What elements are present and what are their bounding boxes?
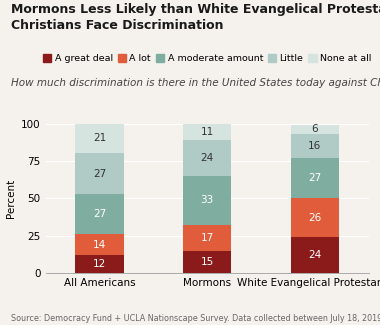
Bar bbox=[183, 176, 231, 225]
Text: 27: 27 bbox=[93, 169, 106, 178]
Bar bbox=[291, 198, 339, 237]
Bar bbox=[75, 234, 124, 255]
Text: 27: 27 bbox=[93, 209, 106, 219]
Bar bbox=[75, 255, 124, 273]
Text: 24: 24 bbox=[201, 153, 214, 163]
Text: Source: Democracy Fund + UCLA Nationscape Survey. Data collected between July 18: Source: Democracy Fund + UCLA Nationscap… bbox=[11, 314, 380, 323]
Text: 6: 6 bbox=[312, 124, 318, 135]
Text: 12: 12 bbox=[93, 259, 106, 269]
Text: How much discrimination is there in the United States today against Christians?: How much discrimination is there in the … bbox=[11, 78, 380, 88]
Text: 33: 33 bbox=[201, 196, 214, 205]
Bar bbox=[291, 125, 339, 134]
Bar bbox=[291, 134, 339, 158]
Text: 27: 27 bbox=[308, 173, 321, 183]
Bar bbox=[291, 158, 339, 198]
Text: 16: 16 bbox=[308, 141, 321, 151]
Text: 11: 11 bbox=[201, 127, 214, 137]
Text: 24: 24 bbox=[308, 250, 321, 260]
Legend: A great deal, A lot, A moderate amount, Little, None at all: A great deal, A lot, A moderate amount, … bbox=[39, 50, 375, 67]
Text: 21: 21 bbox=[93, 133, 106, 143]
Bar bbox=[75, 153, 124, 194]
Bar bbox=[291, 237, 339, 273]
Bar bbox=[75, 194, 124, 234]
Text: 26: 26 bbox=[308, 213, 321, 223]
Text: Mormons Less Likely than White Evangelical Protestants to Say
Christians Face Di: Mormons Less Likely than White Evangelic… bbox=[11, 3, 380, 32]
Y-axis label: Percent: Percent bbox=[6, 179, 16, 218]
Bar bbox=[75, 122, 124, 153]
Bar bbox=[183, 251, 231, 273]
Bar bbox=[183, 140, 231, 176]
Text: 15: 15 bbox=[201, 257, 214, 267]
Bar bbox=[183, 225, 231, 251]
Text: 14: 14 bbox=[93, 240, 106, 250]
Bar bbox=[183, 124, 231, 140]
Text: 17: 17 bbox=[201, 233, 214, 243]
